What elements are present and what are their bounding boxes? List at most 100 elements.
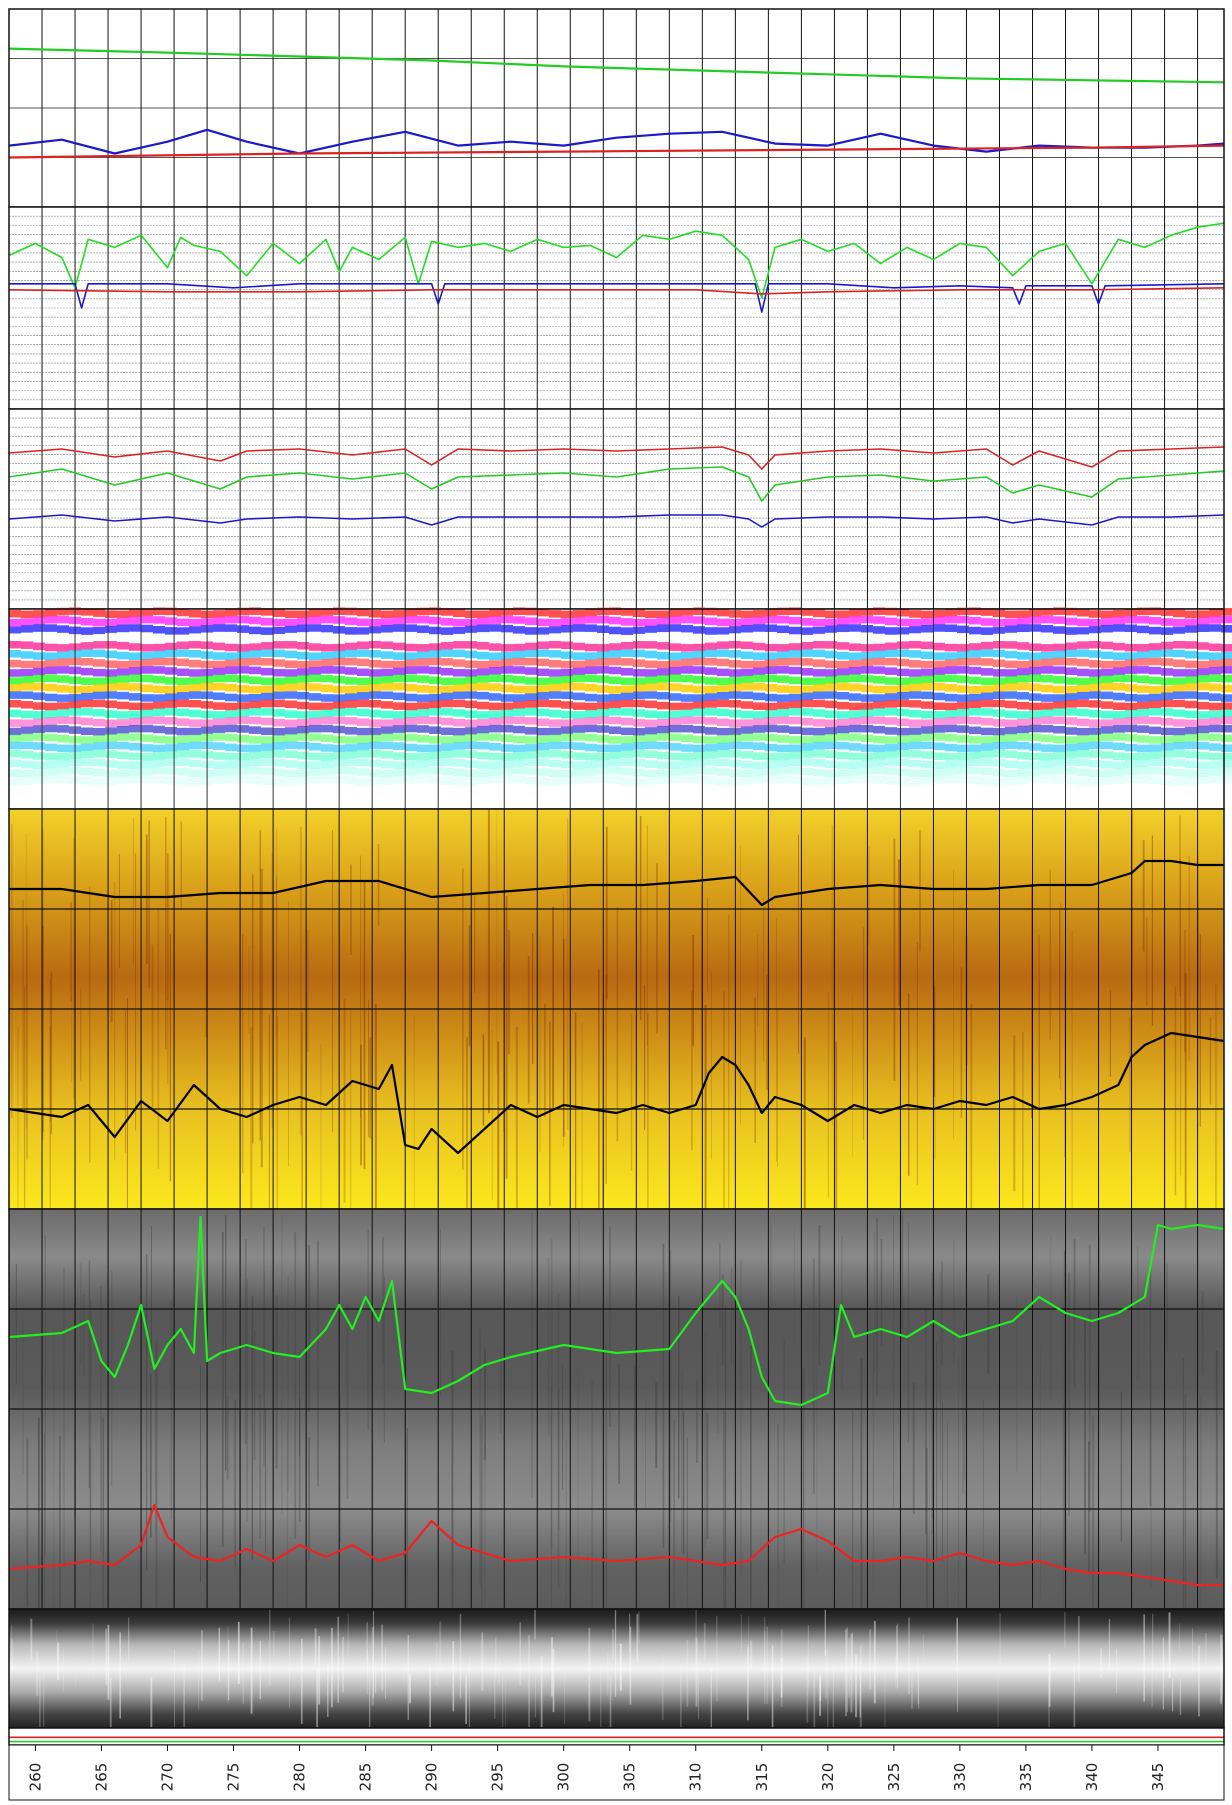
track-4-band	[657, 624, 669, 633]
track-4-band	[1029, 702, 1041, 711]
track-4-band	[1149, 616, 1161, 625]
track-4-band	[189, 669, 201, 677]
track-4-band	[189, 709, 201, 718]
track-4-band	[741, 769, 753, 778]
track-4-band	[693, 666, 705, 674]
track-4-band	[1125, 615, 1137, 624]
track-4-band	[21, 641, 33, 649]
track-4-band	[1101, 769, 1113, 778]
track-4-band	[273, 668, 285, 677]
track-4-band	[189, 727, 201, 736]
track-2-series-1	[9, 282, 1225, 313]
track-4-band	[681, 674, 693, 683]
track-4-band	[765, 733, 777, 742]
track-4-band	[825, 669, 837, 677]
track-4-band	[1065, 743, 1077, 752]
track-4-band	[429, 726, 441, 734]
track-4-band	[309, 702, 321, 711]
track-4-band	[801, 758, 813, 766]
track-4-band	[1077, 735, 1089, 744]
track-4-band	[585, 724, 597, 733]
track-4-band	[1221, 625, 1232, 633]
track-4-band	[237, 759, 249, 768]
track-4-band	[765, 674, 777, 683]
track-4-band	[705, 617, 717, 626]
track-4-band	[969, 666, 981, 675]
track-4-band	[621, 750, 633, 758]
track-4-band	[1101, 701, 1113, 709]
track-4-band	[249, 626, 261, 635]
track-4-band	[321, 666, 333, 674]
track-4-band	[945, 659, 957, 667]
track-4-band	[1113, 742, 1125, 751]
track-4-band	[705, 758, 717, 766]
track-4-band	[777, 694, 789, 702]
track-4-band	[1173, 609, 1185, 618]
track-4-band	[909, 778, 921, 786]
track-4-band	[237, 725, 249, 733]
track-4-band	[1149, 726, 1161, 735]
track-4-band	[165, 758, 177, 766]
track-4-band	[777, 725, 789, 733]
track-4-band	[645, 610, 657, 619]
track-4-band	[777, 635, 789, 643]
track-4-band	[1017, 718, 1029, 727]
track-4-band	[909, 734, 921, 743]
track-4-band	[1053, 744, 1065, 753]
track-4-band	[213, 742, 225, 750]
track-4-band	[165, 627, 177, 635]
track-4-band	[549, 633, 561, 641]
track-4-band	[489, 743, 501, 751]
track-4-band	[1053, 616, 1065, 624]
track-4-band	[177, 718, 189, 726]
track-4-band	[441, 685, 453, 694]
track-4-band	[273, 758, 285, 767]
track-4-band	[21, 610, 33, 619]
track-4-band	[225, 733, 237, 742]
track-4-band	[81, 649, 93, 657]
track-4-band	[453, 684, 465, 693]
track-4-band	[1101, 610, 1113, 619]
track-4-band	[381, 760, 393, 769]
track-4-band	[549, 734, 561, 743]
track-4-band	[1053, 701, 1065, 709]
track-4-band	[813, 633, 825, 642]
track-4-band	[273, 691, 285, 700]
track-4-band	[513, 657, 525, 666]
track-4-band	[93, 758, 105, 767]
track-4-band	[429, 758, 441, 767]
track-4-band	[237, 644, 249, 652]
track-4-band	[693, 744, 705, 753]
track-4-band	[561, 618, 573, 626]
track-4-band	[81, 717, 93, 726]
track-4-band	[93, 699, 105, 708]
track-4-band	[213, 733, 225, 741]
track-4-band	[1221, 702, 1232, 711]
track-4-band	[165, 642, 177, 651]
track-4-band	[45, 643, 57, 652]
track-4-band	[261, 750, 273, 758]
track-4-band	[669, 761, 681, 769]
track-4-band	[93, 727, 105, 736]
track-4-band	[573, 692, 585, 701]
track-4-band	[1173, 659, 1185, 668]
track-4-band	[585, 717, 597, 725]
track-4-band	[981, 658, 993, 666]
track-4-band	[1077, 708, 1089, 717]
track-3-series-1	[8, 466, 1225, 502]
track-4-band	[345, 686, 357, 694]
track-4-band	[57, 734, 69, 743]
track-4-band	[105, 691, 117, 699]
track-4-band	[561, 668, 573, 677]
track-4-band	[1173, 719, 1185, 727]
track-4-band	[1149, 716, 1161, 725]
track-4-band	[1053, 708, 1065, 716]
track-4-band	[741, 701, 753, 709]
track-4-band	[945, 724, 957, 733]
track-4-band	[957, 694, 969, 702]
track-4-band	[225, 743, 237, 752]
track-4-band	[621, 699, 633, 708]
track-4-band	[501, 744, 513, 752]
track-4-band	[273, 718, 285, 727]
track-4-band	[237, 709, 249, 717]
